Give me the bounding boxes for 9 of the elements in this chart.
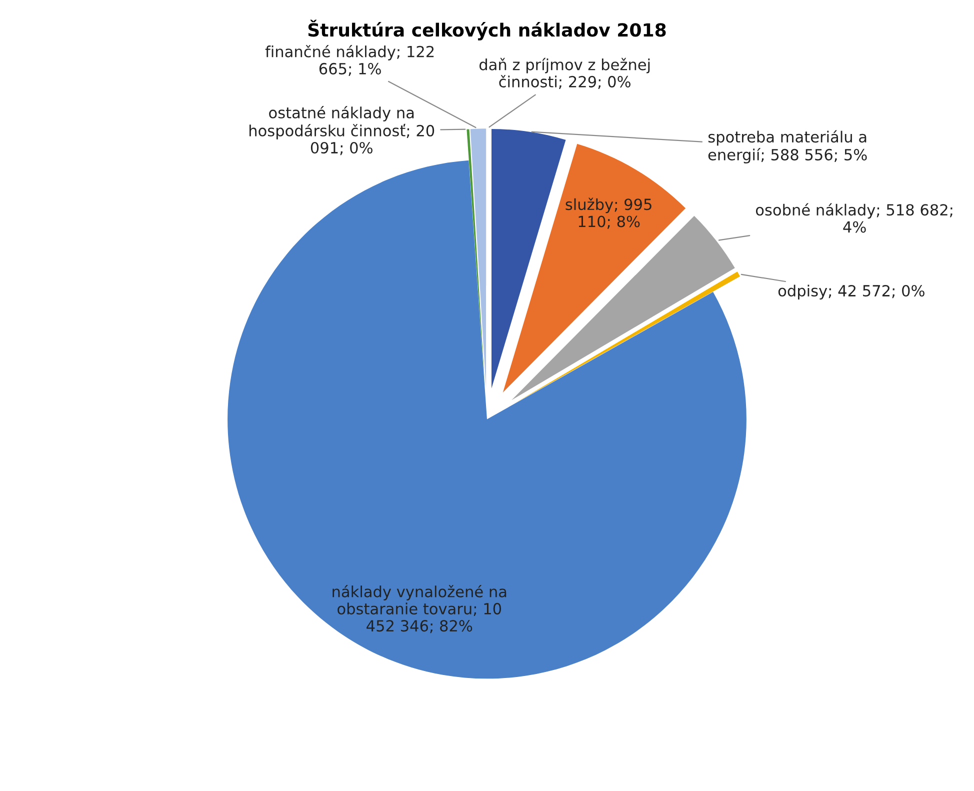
slice-label: služby; 995 110; 8% [566,198,652,229]
slice-label: odpisy; 42 572; 0% [778,284,924,300]
slice-label: osobné náklady; 518 682; 4% [756,203,952,233]
slice-label: daň z príjmov z bežnej činnosti; 229; 0% [479,58,650,90]
chart-title: Štruktúra celkových nákladov 2018 [308,20,666,40]
slice-label: spotreba materiálu a energií; 588 556; 5% [708,130,867,164]
slice-label: ostatné náklady na hospodársku činnosť; 20 091; 0% [250,106,434,156]
slice-label: náklady vynaložené na obstaranie tovaru; 10 452 346; 82% [332,584,506,634]
slice-label: finančné náklady; 122 665; 1% [265,44,434,76]
